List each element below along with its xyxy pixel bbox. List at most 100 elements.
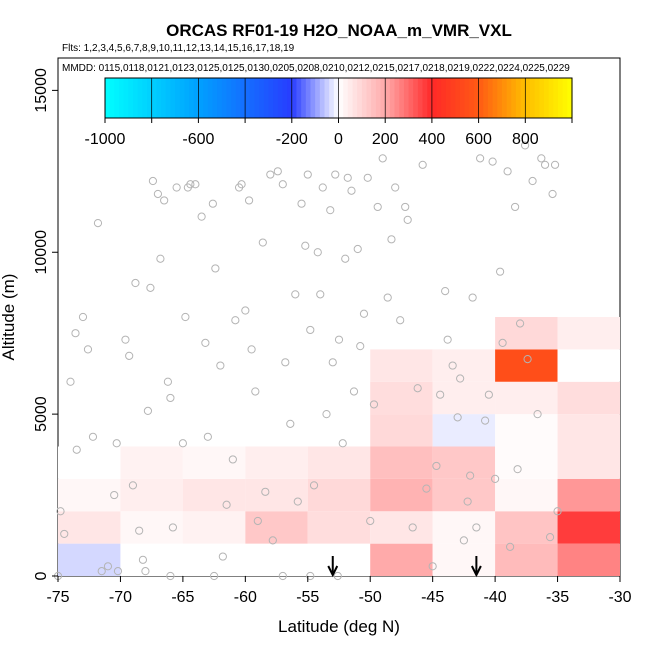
sample-point <box>466 471 475 480</box>
colorbar-segment <box>273 78 279 118</box>
sample-point <box>241 306 250 315</box>
x-axis: -75 -70 -65 -60 -55 -50 -45 -40 -35 -30 <box>46 576 632 606</box>
colorbar-segment <box>567 78 573 118</box>
sample-point <box>550 160 560 169</box>
sample-point <box>60 529 69 539</box>
colorbar-segment <box>123 78 129 118</box>
sample-point <box>491 474 500 483</box>
sample-point <box>131 278 140 288</box>
colorbar-segment <box>385 78 391 118</box>
colorbar-segment <box>249 78 256 118</box>
colorbar-segment <box>109 78 115 118</box>
colorbar-segment <box>473 78 480 118</box>
sample-point <box>138 555 148 564</box>
heatmap-cell <box>120 478 183 512</box>
sample-point <box>125 351 134 360</box>
heatmap-cell <box>495 414 558 447</box>
x-tick-label: -30 <box>608 589 631 606</box>
colorbar-gradient <box>105 78 573 118</box>
sample-point <box>459 536 468 545</box>
colorbar-segment <box>151 78 157 118</box>
sample-point <box>343 173 352 182</box>
sample-point <box>181 312 190 322</box>
x-tick-label: -45 <box>421 589 444 606</box>
colorbar-segment <box>226 78 232 118</box>
sample-point <box>301 241 310 250</box>
sample-point <box>71 329 80 338</box>
colorbar-segment <box>277 78 284 118</box>
sample-point <box>366 516 375 526</box>
sample-point <box>523 354 532 364</box>
heatmap-cell <box>432 543 496 576</box>
colorbar-segment <box>315 78 321 118</box>
x-tick-label: -55 <box>296 589 319 606</box>
heatmap-cell <box>495 381 558 415</box>
sample-point <box>97 567 106 576</box>
sample-point <box>273 167 282 176</box>
x-tick-label: -65 <box>171 589 194 606</box>
sample-point <box>135 526 144 535</box>
colorbar-segment <box>324 78 330 118</box>
sample-point <box>396 316 405 325</box>
colorbar-frame <box>104 77 573 119</box>
heatmap-cell <box>495 317 558 350</box>
sample-point <box>112 439 121 448</box>
colorbar-segment <box>408 78 414 118</box>
sample-point <box>306 325 315 335</box>
colorbar-segment <box>119 78 125 118</box>
colorbar-segment <box>329 78 335 118</box>
colorbar-segment <box>245 78 251 118</box>
colorbar-tick-label: -1000 <box>85 131 126 148</box>
sample-point <box>316 290 325 299</box>
heatmap-cell <box>370 414 433 447</box>
heatmap-cell <box>495 478 558 512</box>
colorbar-segment <box>553 78 559 118</box>
heatmap-cell <box>557 543 620 576</box>
colorbar-segment <box>128 78 134 118</box>
colorbar-segment <box>515 78 522 118</box>
colorbar-segment <box>539 78 545 118</box>
colorbar-segment <box>506 78 512 118</box>
sample-point <box>313 248 322 257</box>
sample-point <box>166 393 175 403</box>
colorbar-segment <box>193 78 199 118</box>
heatmap-cell <box>307 446 371 479</box>
colorbar-segment <box>441 78 447 118</box>
sample-point <box>533 410 542 419</box>
sample-point <box>528 176 537 186</box>
sample-point <box>373 202 382 212</box>
colorbar-segment <box>296 78 302 118</box>
sample-point <box>168 523 177 532</box>
colorbar-tick-label: -200 <box>276 131 308 148</box>
x-tick-label: -70 <box>109 589 132 606</box>
sample-point <box>322 410 331 419</box>
sample-point <box>359 309 369 318</box>
colorbar-segment <box>478 78 484 118</box>
sample-point <box>281 358 290 367</box>
colorbar-segment <box>357 78 363 118</box>
dates-text: MMDD: 0115,0118,0121,0123,0125,0125,0130… <box>62 63 570 74</box>
sample-point <box>436 390 445 399</box>
sample-point <box>328 358 337 367</box>
colorbar-segment <box>450 78 456 118</box>
heatmap-cell <box>557 511 620 544</box>
colorbar-tick-label: -600 <box>182 131 214 148</box>
sample-point <box>56 507 65 516</box>
colorbar-segment <box>352 78 358 118</box>
colorbar-segment <box>548 78 554 118</box>
sample-point <box>408 523 417 532</box>
heatmap-cell <box>557 414 620 447</box>
sample-point <box>163 377 173 386</box>
colorbar-segment <box>282 78 288 118</box>
colorbar-segment <box>399 78 405 118</box>
colorbar-segment <box>133 78 139 118</box>
sample-point <box>286 419 295 428</box>
sample-point <box>363 173 372 182</box>
sample-point <box>418 160 427 169</box>
x-tick-label: -50 <box>359 589 382 606</box>
colorbar-segment <box>189 78 195 118</box>
heatmap-cell <box>370 381 433 415</box>
sample-point <box>88 432 98 441</box>
sample-point <box>356 342 365 351</box>
colorbar-segment <box>427 78 433 118</box>
